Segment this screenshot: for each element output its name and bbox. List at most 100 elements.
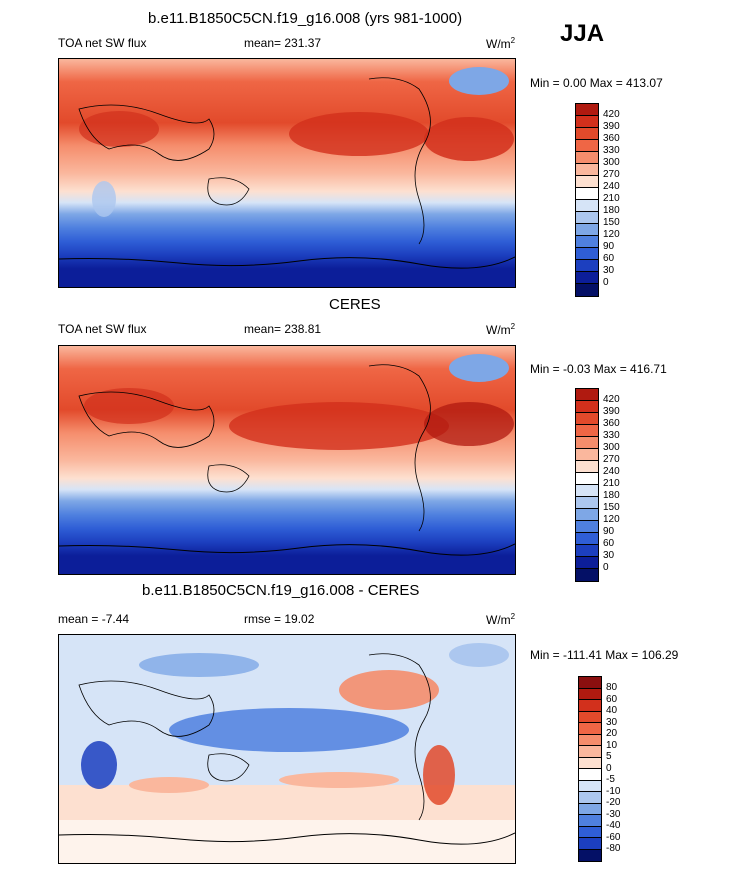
panel3-australia-outline: [207, 753, 250, 782]
panel3-cbar-tick: 0: [606, 762, 612, 774]
panel1-cbar-tick: 210: [603, 193, 620, 204]
panel2-australia-outline: [207, 464, 250, 493]
panel3-minmax: Min = -111.41 Max = 106.29: [530, 648, 679, 662]
panel2-cbar-tick: 330: [603, 430, 620, 441]
panel1-atlantic-max: [424, 117, 514, 161]
panel1-colorbar: [575, 103, 599, 297]
panel3-cbar-swatch: [579, 826, 601, 838]
panel2-cbar-swatch: [576, 533, 598, 545]
panel1-americas-outline: [368, 77, 431, 245]
panel1-cbar-swatch: [576, 176, 598, 188]
panel2-cbar-tick: 360: [603, 418, 620, 429]
panel1-cbar-swatch: [576, 164, 598, 176]
panel1-cbar-tick: 420: [603, 109, 620, 120]
panel1-antarctic-coast: [59, 256, 515, 269]
panel3-cbar-tick: 5: [606, 751, 612, 762]
panel2-mean-label: mean= 238.81: [244, 322, 322, 336]
panel2-map-svg: [59, 346, 515, 574]
panel2-arabia-max: [84, 388, 174, 424]
panel2-atlantic-max: [424, 402, 514, 446]
panel1-cbar-swatch: [576, 152, 598, 164]
panel3-cbar-swatch: [579, 734, 601, 746]
panel3-polar-band: [59, 820, 515, 863]
panel2-americas-outline: [368, 364, 431, 532]
panel1-cbar-tick: 330: [603, 145, 620, 156]
panel2-cbar-swatch: [576, 569, 598, 581]
panel2-cbar-tick: 390: [603, 406, 620, 417]
panel1-cbar-swatch: [576, 188, 598, 200]
panel1-cbar-swatch: [576, 104, 598, 116]
panel2-cbar-tick: 240: [603, 466, 620, 477]
panel1-cbar-tick: 300: [603, 157, 620, 168]
panel2-cbar-tick: 150: [603, 502, 620, 513]
panel3-cbar-tick: -80: [606, 843, 621, 854]
panel3-units: W/m2: [486, 612, 515, 627]
panel1-cbar-tick: 150: [603, 217, 620, 228]
panel1-south-africa: [92, 181, 116, 217]
panel1-cbar-swatch: [576, 284, 598, 296]
panel3-cbar-swatch: [579, 792, 601, 804]
panel3-units-exponent: 2: [510, 612, 516, 621]
panel1-cbar-tick: 360: [603, 133, 620, 144]
panel2-cbar-tick: 210: [603, 478, 620, 489]
panel1-cbar-tick: 240: [603, 181, 620, 192]
panel3-cbar-swatch: [579, 746, 601, 758]
panel2-field: [59, 346, 515, 574]
panel2-greenland: [449, 354, 509, 382]
panel2-cbar-swatch: [576, 437, 598, 449]
panel3-tropical-negative: [169, 708, 409, 752]
panel3-units-text: W/m: [486, 613, 511, 627]
panel3-colorbar: [578, 676, 602, 862]
panel3-mean-label: mean = -7.44: [58, 612, 130, 626]
panel2-cbar-swatch: [576, 485, 598, 497]
panel3-cbar-swatch: [579, 688, 601, 700]
panel2-minmax: Min = -0.03 Max = 416.71: [530, 362, 667, 376]
panel1-map-svg: [59, 59, 515, 287]
panel3-cbar-tick: -30: [606, 808, 621, 820]
panel2-title: CERES: [329, 296, 381, 313]
panel3-andes-positive: [423, 745, 455, 805]
panel1-cbar-swatch: [576, 128, 598, 140]
panel2-cbar-swatch: [576, 401, 598, 413]
panel1-cbar-tick: 90: [603, 241, 615, 252]
panel1-title: b.e11.B1850C5CN.f19_g16.008 (yrs 981-100…: [148, 10, 463, 27]
panel3-cbar-swatch: [579, 677, 601, 689]
panel2-cbar-swatch: [576, 557, 598, 569]
panel1-cbar-swatch: [576, 272, 598, 284]
panel1-field: [59, 59, 515, 287]
panel3-cbar-swatch: [579, 838, 601, 850]
panel3-cbar-swatch: [579, 711, 601, 723]
panel2-cbar-swatch: [576, 449, 598, 461]
panel3-cbar-swatch: [579, 700, 601, 712]
panel1-australia-outline: [207, 177, 250, 206]
panel3-cbar-tick: 40: [606, 705, 618, 716]
panel3-cbar-tick: -20: [606, 797, 621, 808]
panel2-cbar-swatch: [576, 497, 598, 509]
panel3-americas-outline: [368, 653, 431, 821]
panel3-cbar-swatch: [579, 723, 601, 735]
panel1-cbar-tick: 390: [603, 121, 620, 132]
panel1-map: [58, 58, 516, 288]
panel1-cbar-swatch: [576, 116, 598, 128]
panel1-arabia-max: [79, 111, 159, 147]
panel3-map-svg: [59, 635, 515, 863]
panel1-cbar-swatch: [576, 224, 598, 236]
panel3-cbar-swatch: [579, 769, 601, 781]
panel2-cbar-tick: 90: [603, 526, 615, 537]
panel2-variable-label: TOA net SW flux: [58, 322, 147, 336]
panel2-cbar-tick: 180: [603, 490, 620, 501]
panel2-eurasia-africa-outline: [78, 391, 215, 448]
panel1-cbar-swatch: [576, 140, 598, 152]
panel1-pacific-max: [289, 112, 429, 156]
panel2-cbar-swatch: [576, 521, 598, 533]
panel2-cbar-tick: 60: [603, 538, 615, 549]
panel2-cbar-swatch: [576, 461, 598, 473]
panel1-cbar-swatch: [576, 248, 598, 260]
panel3-safrica-negative: [81, 741, 117, 789]
panel1-cbar-swatch: [576, 212, 598, 224]
panel3-cbar-swatch: [579, 849, 601, 861]
panel3-cbar-swatch: [579, 780, 601, 792]
panel3-map: [58, 634, 516, 864]
panel3-cbar-swatch: [579, 757, 601, 769]
panel1-cbar-tick: 120: [603, 229, 620, 240]
